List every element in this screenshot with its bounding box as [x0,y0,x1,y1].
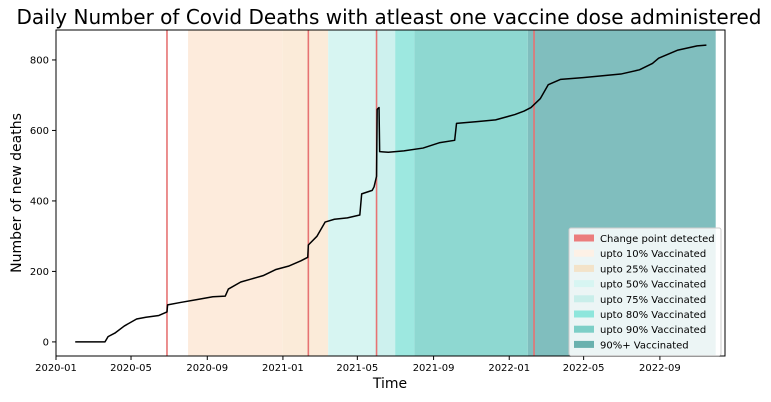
x-tick-label-1: 2020-01 [35,363,77,374]
legend-label-8: 90%+ Vaccinated [600,340,689,351]
vaccination-band-6 [414,30,528,356]
plot-frame [55,29,726,357]
x-tick-label-8: 2022-05 [563,363,605,374]
legend-swatch-8 [574,340,594,348]
legend-box [568,227,722,357]
legend-label-3: upto 25% Vaccinated [600,264,706,275]
legend-swatch-1 [574,234,594,242]
legend-label-4: upto 50% Vaccinated [600,280,706,291]
vaccination-band-3 [328,30,377,356]
y-tick-label-5: 800 [30,55,49,66]
x-tick-label-4: 2021-01 [262,363,304,374]
y-tick-label-4: 600 [30,126,49,137]
legend-swatch-7 [574,325,594,333]
x-axis-label: Time [372,376,407,392]
legend-swatch-6 [574,310,594,318]
legend-label-2: upto 10% Vaccinated [600,249,706,260]
x-tick-label-3: 2020-09 [186,363,228,374]
legend-label-5: upto 75% Vaccinated [600,295,706,306]
legend-label-1: Change point detected [600,234,715,245]
series-line-1 [75,44,707,343]
x-axis: 2020-01 2020-05 2020-09 2021-01 2021-05 2021-… [35,356,681,374]
y-axis-label: Number of new deaths [9,113,25,273]
legend: Change point detected upto 10% Vaccinated… [568,227,722,357]
legend-swatch-5 [574,295,594,303]
legend-swatch-4 [574,280,594,288]
change-points [166,30,535,356]
legend-label-6: upto 80% Vaccinated [600,310,706,321]
vaccination-band-2 [282,30,329,356]
y-axis: 0 200 400 600 800 [30,55,56,348]
vaccination-band-1 [188,30,283,356]
series-lines [75,44,707,343]
legend-label-7: upto 90% Vaccinated [600,325,706,336]
x-tick-label-2: 2020-05 [110,363,152,374]
x-tick-label-7: 2022-01 [488,363,530,374]
chart-title: Daily Number of Covid Deaths with atleas… [17,5,762,29]
y-tick-label-2: 200 [30,267,49,278]
vaccination-band-5 [395,30,415,356]
legend-swatch-3 [574,264,594,272]
legend-swatch-2 [574,249,594,257]
x-tick-label-5: 2021-05 [336,363,378,374]
x-tick-label-9: 2022-09 [639,363,681,374]
y-tick-label-3: 400 [30,196,49,207]
y-tick-label-1: 0 [43,337,49,348]
x-tick-label-6: 2021-09 [413,363,455,374]
vaccination-band-4 [376,30,396,356]
